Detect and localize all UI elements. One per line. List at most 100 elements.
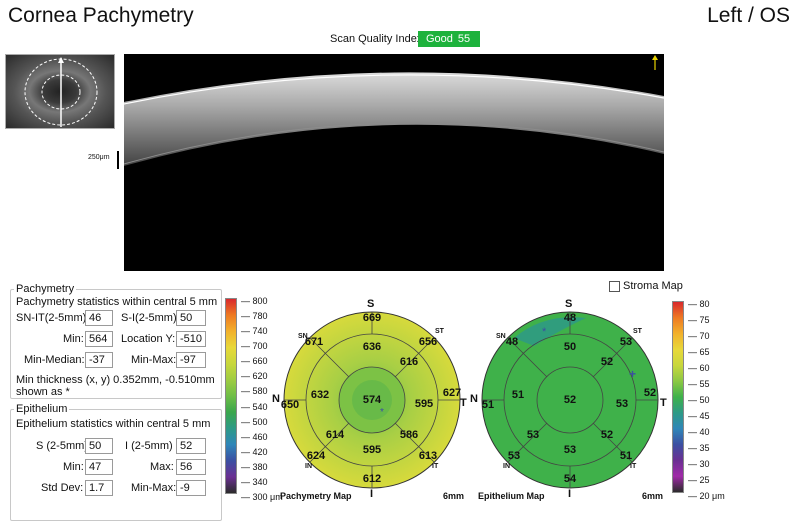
scan-thumbnail[interactable] [5,54,115,129]
epi-min-max-field[interactable]: -9 [176,480,206,496]
epi-inner-1: 52 [600,356,614,368]
min-median-field[interactable]: -37 [85,352,113,368]
pachymetry-subtitle: Pachymetry statistics within central 5 m… [16,296,218,308]
location-y-field[interactable]: -510 [176,331,206,347]
epi-colorbar-tick-3: — 65 [688,347,710,357]
epi-colorbar-tick-8: — 40 [688,427,710,437]
epithelium-map[interactable]: * + S I N T SN ST IN IT 52 50 52 53 52 5… [470,298,670,504]
epi-max-field[interactable]: 56 [176,459,206,475]
pachy-colorbar-tick-11: — 380 [241,462,268,472]
pachymetry-map-size: 6mm [443,491,465,501]
pachy-colorbar-tick-12: — 340 [241,477,268,487]
epithelium-colorbar [672,301,684,493]
sn-it-field[interactable]: 46 [85,310,113,326]
epi-inner-2: 53 [615,398,629,410]
pachy-colorbar-tick-4: — 660 [241,356,268,366]
pachy-outer-1: 656 [418,336,438,348]
eye-label: Left / OS [707,4,790,27]
epi-outer-5: 53 [507,450,521,462]
min-thickness-text: Min thickness (x, y) 0.352mm, -0.510mm [16,374,215,386]
pachy-colorbar-tick-2: — 740 [241,326,268,336]
epi-center-value: 52 [563,394,577,406]
pachy-inner-0: 636 [362,341,382,353]
epi-s-field[interactable]: 50 [85,438,113,454]
pachy-outer-7: 671 [304,336,324,348]
epi-sub-in: IN [503,463,510,470]
pachy-outer-3: 613 [418,450,438,462]
pachy-colorbar-tick-0: — 800 [241,296,268,306]
min-thickness-marker-icon: * [380,407,384,418]
epithelium-colorbar-ticks: — 80 — 75 — 70 — 65 — 60 — 55 — 50 — 45 — 40 — 35… [688,299,728,505]
s-i-label: S-I(2-5mm): [121,312,180,324]
epi-std-label: Std Dev: [41,482,84,494]
epithelium-group-title: Epithelium [14,403,70,415]
scan-quality-label: Scan Quality Index [330,33,423,45]
epi-inner-5: 53 [526,429,540,441]
pachy-dir-left: N [272,393,280,405]
epi-colorbar-tick-11: — 25 [688,475,710,485]
pachymetry-colorbar-ticks: — 800 — 780 — 740 — 700 — 660 — 620 — 580 — 540… [241,296,283,502]
epi-inner-6: 51 [511,389,525,401]
pachy-outer-6: 650 [280,399,300,411]
epi-inner-0: 50 [563,341,577,353]
epi-min-field[interactable]: 47 [85,459,113,475]
pachy-sub-it: IT [432,463,439,470]
pachy-colorbar-tick-1: — 780 [241,311,268,321]
epi-colorbar-tick-0: — 80 [688,299,710,309]
scale-label: 250μm [88,154,110,161]
epi-colorbar-tick-9: — 35 [688,443,710,453]
epithelium-group [10,409,222,521]
epi-min-marker-icon: * [542,326,547,338]
stroma-map-label: Stroma Map [623,280,683,292]
epi-colorbar-tick-6: — 50 [688,395,710,405]
epi-max-label: Max: [150,461,174,473]
scan-quality-badge: Good 55 [418,31,480,47]
stroma-map-checkbox[interactable] [609,281,620,292]
pachy-colorbar-tick-8: — 500 [241,417,268,427]
epi-colorbar-tick-1: — 75 [688,315,710,325]
pachy-outer-4: 612 [362,473,382,485]
epi-inner-3: 52 [600,429,614,441]
pachy-inner-3: 586 [399,429,419,441]
pachy-colorbar-tick-5: — 620 [241,371,268,381]
min-max-field[interactable]: -97 [176,352,206,368]
epi-colorbar-tick-2: — 70 [688,331,710,341]
epi-dir-left: N [470,393,478,405]
min-max-label: Min-Max: [131,354,177,366]
epi-outer-2: 52 [643,387,657,399]
epithelium-map-caption: Epithelium Map [478,491,545,501]
pachy-colorbar-tick-7: — 540 [241,402,268,412]
pachy-outer-5: 624 [306,450,326,462]
pachy-outer-0: 669 [362,312,382,324]
min-field[interactable]: 564 [85,331,113,347]
epi-outer-6: 51 [481,399,495,411]
cornea-scan-graphic [124,55,664,166]
oct-scan-image[interactable] [124,54,664,271]
sn-it-label: SN-IT(2-5mm): [16,312,90,324]
location-y-label: Location Y: [121,333,176,345]
epi-std-field[interactable]: 1.7 [85,480,113,496]
pachymetry-map-caption: Pachymetry Map [280,491,352,501]
pachymetry-map[interactable]: * S I N T SN ST IN IT 574 636 616 595 58… [272,298,472,504]
epi-i-label: I (2-5mm) [125,440,173,452]
min-median-label: Min-Median: [24,354,85,366]
epi-dir-bottom: I [568,488,572,500]
s-i-field[interactable]: 50 [176,310,206,326]
epi-min-max-label: Min-Max: [131,482,177,494]
pachy-sub-sn: SN [298,333,308,340]
pachy-center-value: 574 [362,394,382,406]
epi-i-field[interactable]: 52 [176,438,206,454]
scan-quality-value: Good [426,33,453,45]
epi-min-label: Min: [63,461,84,473]
scale-bar [117,151,119,169]
pachy-dir-bottom: I [370,488,374,500]
pachymetry-map-graphic: * [283,311,461,489]
pachy-inner-4: 595 [362,444,382,456]
min-label: Min: [63,333,84,345]
epi-max-marker-icon: + [629,367,636,381]
pachy-colorbar-tick-9: — 460 [241,432,268,442]
epi-inner-4: 53 [563,444,577,456]
epi-dir-top: S [565,298,573,310]
pachy-inner-1: 616 [399,356,419,368]
epi-s-label: S (2-5mm) [36,440,88,452]
